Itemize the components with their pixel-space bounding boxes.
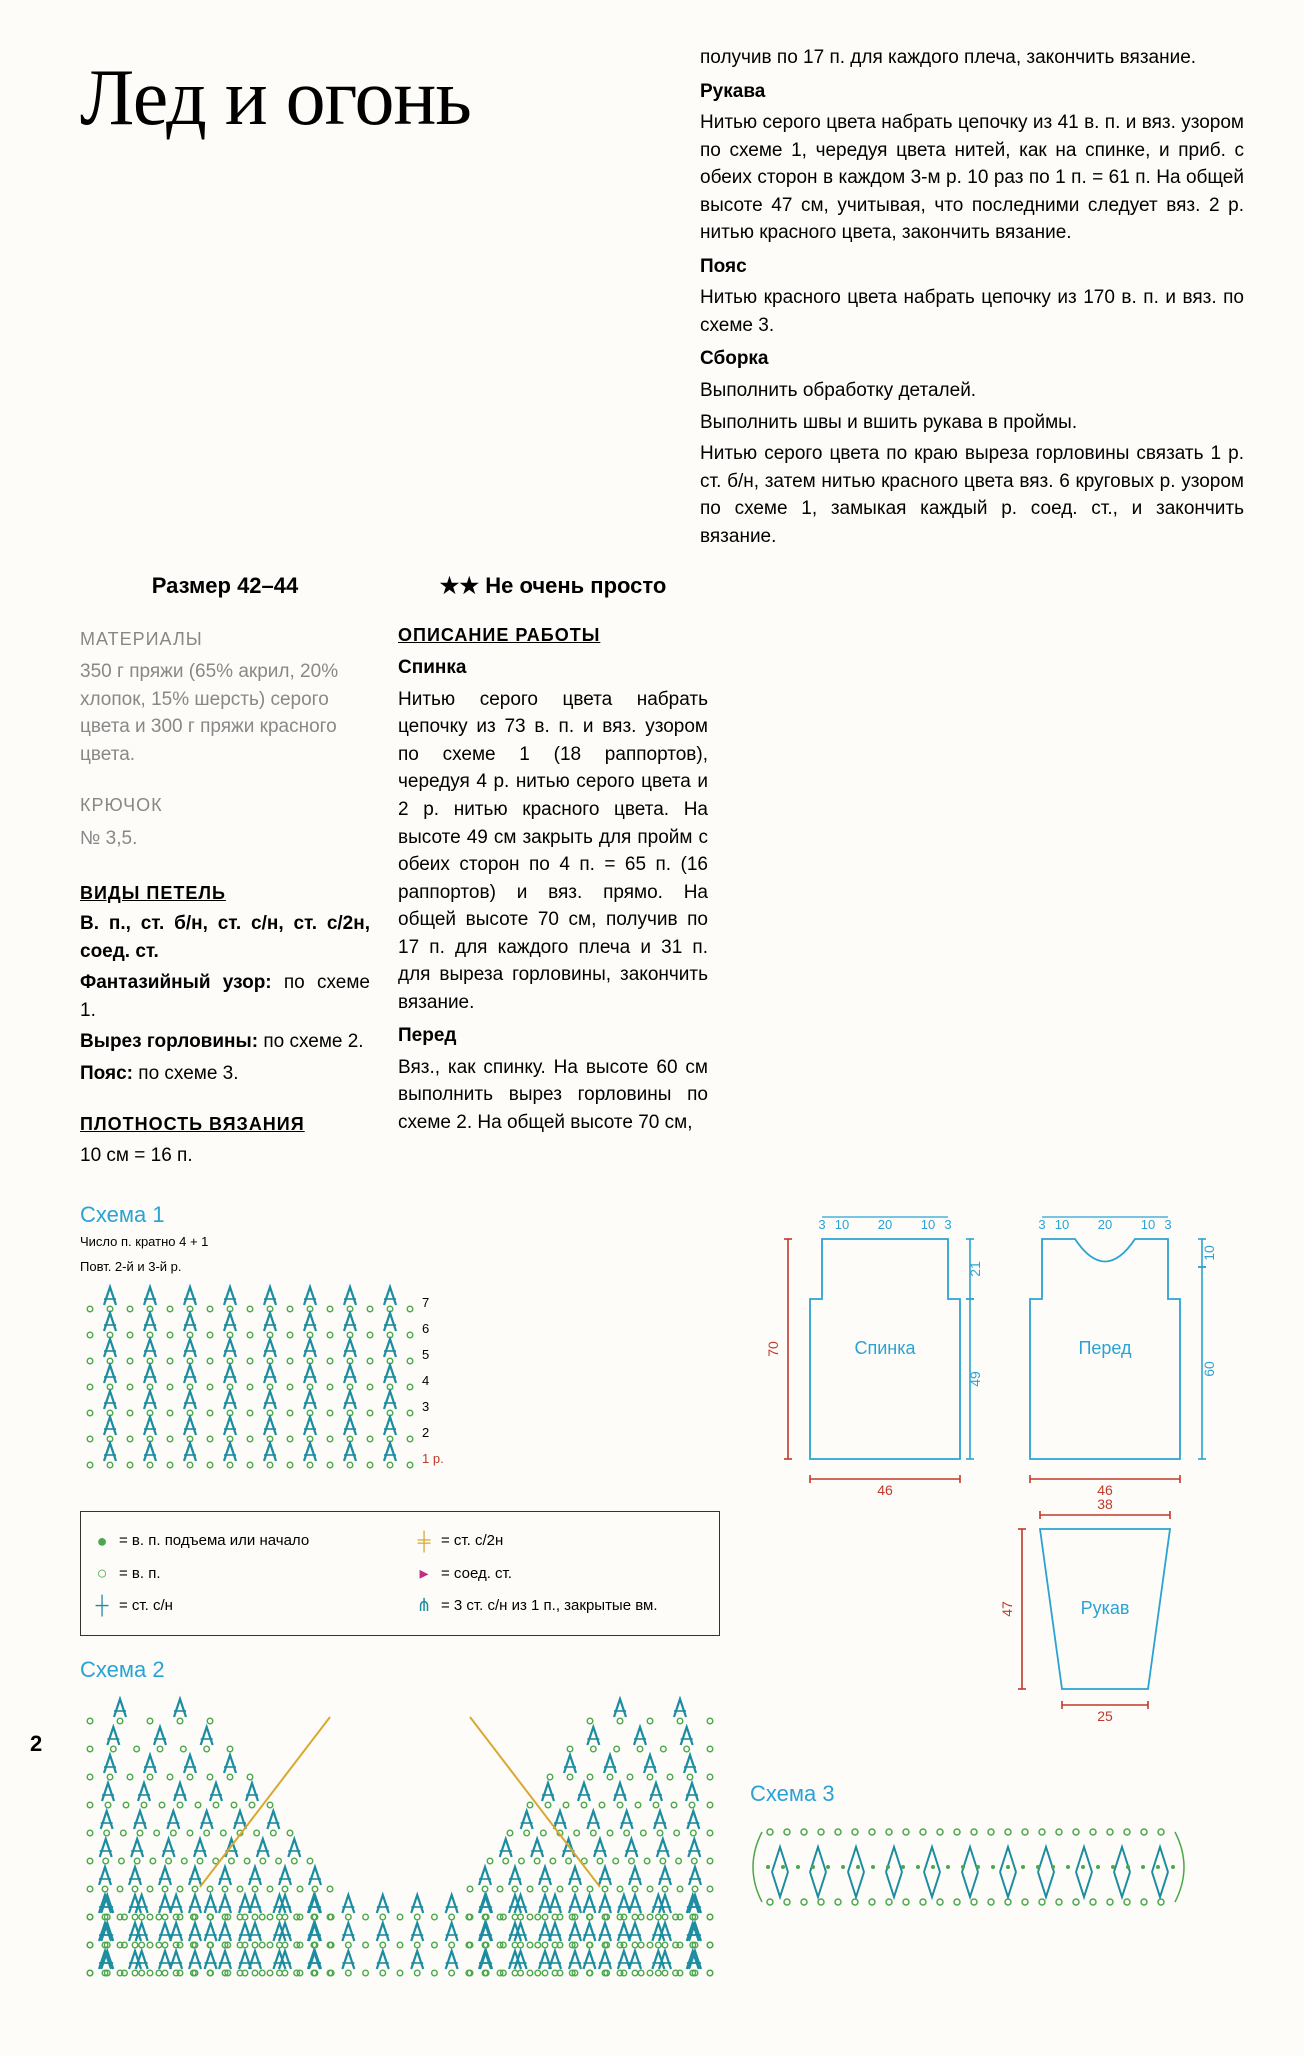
svg-text:10: 10 xyxy=(835,1217,849,1232)
gauge-heading: ПЛОТНОСТЬ ВЯЗАНИЯ xyxy=(80,1111,370,1137)
pattern-schematic: Спинка 3 10 20 10 3 70 21 49 46 Перед 3 10 20 10 3 10 60 4… xyxy=(750,1199,1230,1759)
size-heading: Размер 42–44 xyxy=(80,570,370,602)
stitch-line-2: Фантазийный узор: по схеме 1. xyxy=(80,969,370,1024)
difficulty-rating: ★★ Не очень просто xyxy=(398,570,708,602)
svg-text:47: 47 xyxy=(999,1601,1015,1617)
sleeves-text: Нитью серого цвета набрать цепочку из 41… xyxy=(700,109,1244,247)
svg-text:20: 20 xyxy=(878,1217,892,1232)
svg-text:46: 46 xyxy=(877,1482,893,1498)
scheme1-chart: 7654321 р.4 п. xyxy=(80,1283,460,1493)
legend-item: ⋔= 3 ст. с/н из 1 п., закрытые вм. xyxy=(415,1592,707,1618)
legend-item: ▸= соед. ст. xyxy=(415,1560,707,1586)
svg-text:3: 3 xyxy=(818,1217,825,1232)
stitch-line-3: Вырез горловины: по схеме 2. xyxy=(80,1028,370,1056)
svg-text:25: 25 xyxy=(1097,1708,1113,1724)
scheme1-sub1: Число п. кратно 4 + 1 xyxy=(80,1233,720,1252)
front-heading: Перед xyxy=(398,1022,708,1050)
svg-text:10: 10 xyxy=(1201,1245,1217,1261)
scheme2-title: Схема 2 xyxy=(80,1654,720,1686)
legend-item: ○= в. п. xyxy=(93,1560,385,1586)
work-description-heading: ОПИСАНИЕ РАБОТЫ xyxy=(398,622,708,648)
materials-heading: МАТЕРИАЛЫ xyxy=(80,626,370,652)
page-number: 2 xyxy=(30,1728,42,1760)
stitch-line-4: Пояс: по схеме 3. xyxy=(80,1060,370,1088)
svg-text:3: 3 xyxy=(422,1399,429,1414)
svg-text:Рукав: Рукав xyxy=(1081,1598,1130,1618)
scheme3-title: Схема 3 xyxy=(750,1778,1244,1810)
svg-text:2: 2 xyxy=(422,1425,429,1440)
svg-text:10: 10 xyxy=(921,1217,935,1232)
assembly-text-1: Выполнить обработку деталей. xyxy=(700,377,1244,405)
scheme2-chart xyxy=(80,1687,720,2007)
svg-text:38: 38 xyxy=(1097,1496,1113,1512)
svg-text:3: 3 xyxy=(1038,1217,1045,1232)
front-text: Вяз., как спинку. На высоте 60 см выполн… xyxy=(398,1054,708,1137)
back-heading: Спинка xyxy=(398,654,708,682)
front-continuation: получив по 17 п. для каждого плеча, зако… xyxy=(700,44,1244,72)
svg-text:Перед: Перед xyxy=(1078,1338,1132,1358)
hook-heading: КРЮЧОК xyxy=(80,792,370,818)
page-title: Лед и огонь xyxy=(80,40,660,156)
legend-item: ┼= ст. с/н xyxy=(93,1592,385,1618)
svg-text:7: 7 xyxy=(422,1295,429,1310)
gauge-text: 10 см = 16 п. xyxy=(80,1142,370,1170)
svg-text:1 р.: 1 р. xyxy=(422,1451,444,1466)
assembly-heading: Сборка xyxy=(700,345,1244,373)
svg-text:3: 3 xyxy=(944,1217,951,1232)
svg-text:10: 10 xyxy=(1141,1217,1155,1232)
legend-box: ●= в. п. подъема или начало ○= в. п. ┼= ст… xyxy=(80,1511,720,1635)
svg-text:3: 3 xyxy=(1164,1217,1171,1232)
svg-text:21: 21 xyxy=(967,1261,983,1277)
stitch-line-1: В. п., ст. б/н, ст. с/н, ст. с/2н, соед.… xyxy=(80,910,370,965)
svg-text:49: 49 xyxy=(967,1371,983,1387)
assembly-text-2: Выполнить швы и вшить рукава в проймы. xyxy=(700,409,1244,437)
scheme1-sub2: Повт. 2-й и 3-й р. xyxy=(80,1258,720,1277)
back-text: Нитью серого цвета набрать цепочку из 73… xyxy=(398,686,708,1017)
svg-text:20: 20 xyxy=(1098,1217,1112,1232)
hook-text: № 3,5. xyxy=(80,825,370,853)
legend-item: ╪= ст. с/2н xyxy=(415,1528,707,1554)
legend-item: ●= в. п. подъема или начало xyxy=(93,1528,385,1554)
svg-text:70: 70 xyxy=(765,1341,781,1357)
svg-text:60: 60 xyxy=(1201,1361,1217,1377)
assembly-text-3: Нитью серого цвета по краю выреза горлов… xyxy=(700,440,1244,550)
belt-text: Нитью красного цвета набрать цепочку из … xyxy=(700,284,1244,339)
svg-text:5: 5 xyxy=(422,1347,429,1362)
svg-text:10: 10 xyxy=(1055,1217,1069,1232)
scheme1-title: Схема 1 xyxy=(80,1199,720,1231)
sleeves-heading: Рукава xyxy=(700,78,1244,106)
belt-heading: Пояс xyxy=(700,253,1244,281)
materials-text: 350 г пряжи (65% акрил, 20% хлопок, 15% … xyxy=(80,658,370,768)
svg-text:4: 4 xyxy=(422,1373,429,1388)
svg-text:6: 6 xyxy=(422,1321,429,1336)
scheme3-chart xyxy=(750,1812,1190,1922)
svg-text:Спинка: Спинка xyxy=(854,1338,916,1358)
stitch-types-heading: ВИДЫ ПЕТЕЛЬ xyxy=(80,880,370,906)
